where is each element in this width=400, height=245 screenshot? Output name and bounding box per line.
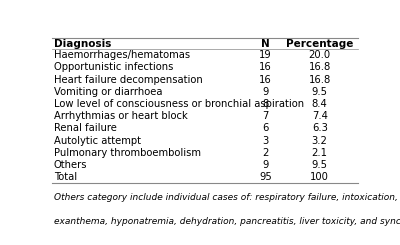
Text: Vomiting or diarrhoea: Vomiting or diarrhoea	[54, 87, 162, 97]
Text: 95: 95	[259, 172, 272, 182]
Text: exanthema, hyponatremia, dehydration, pancreatitis, liver toxicity, and syncope.: exanthema, hyponatremia, dehydration, pa…	[54, 217, 400, 226]
Text: 2: 2	[262, 148, 269, 158]
Text: Autolytic attempt: Autolytic attempt	[54, 135, 141, 146]
Text: Arrhythmias or heart block: Arrhythmias or heart block	[54, 111, 188, 121]
Text: Heart failure decompensation: Heart failure decompensation	[54, 75, 202, 85]
Text: 7.4: 7.4	[312, 111, 328, 121]
Text: Others: Others	[54, 160, 87, 170]
Text: Haemorrhages/hematomas: Haemorrhages/hematomas	[54, 50, 190, 60]
Text: 6.3: 6.3	[312, 123, 328, 133]
Text: 2.1: 2.1	[312, 148, 328, 158]
Text: Low level of consciousness or bronchial aspiration: Low level of consciousness or bronchial …	[54, 99, 304, 109]
Text: Percentage: Percentage	[286, 38, 353, 49]
Text: 8.4: 8.4	[312, 99, 328, 109]
Text: 16.8: 16.8	[308, 62, 331, 73]
Text: 9: 9	[262, 87, 269, 97]
Text: 3.2: 3.2	[312, 135, 328, 146]
Text: Others category include individual cases of: respiratory failure, intoxication, : Others category include individual cases…	[54, 193, 400, 202]
Text: 6: 6	[262, 123, 269, 133]
Text: Diagnosis: Diagnosis	[54, 38, 111, 49]
Text: 9.5: 9.5	[312, 160, 328, 170]
Text: Renal failure: Renal failure	[54, 123, 116, 133]
Text: Total: Total	[54, 172, 77, 182]
Text: 3: 3	[262, 135, 268, 146]
Text: 20.0: 20.0	[309, 50, 331, 60]
Text: 9.5: 9.5	[312, 87, 328, 97]
Text: 16: 16	[259, 75, 272, 85]
Text: 16.8: 16.8	[308, 75, 331, 85]
Text: 9: 9	[262, 160, 269, 170]
Text: 16: 16	[259, 62, 272, 73]
Text: 100: 100	[310, 172, 329, 182]
Text: N: N	[261, 38, 270, 49]
Text: 8: 8	[262, 99, 268, 109]
Text: 19: 19	[259, 50, 272, 60]
Text: Opportunistic infections: Opportunistic infections	[54, 62, 173, 73]
Text: Pulmonary thromboembolism: Pulmonary thromboembolism	[54, 148, 201, 158]
Text: 7: 7	[262, 111, 269, 121]
